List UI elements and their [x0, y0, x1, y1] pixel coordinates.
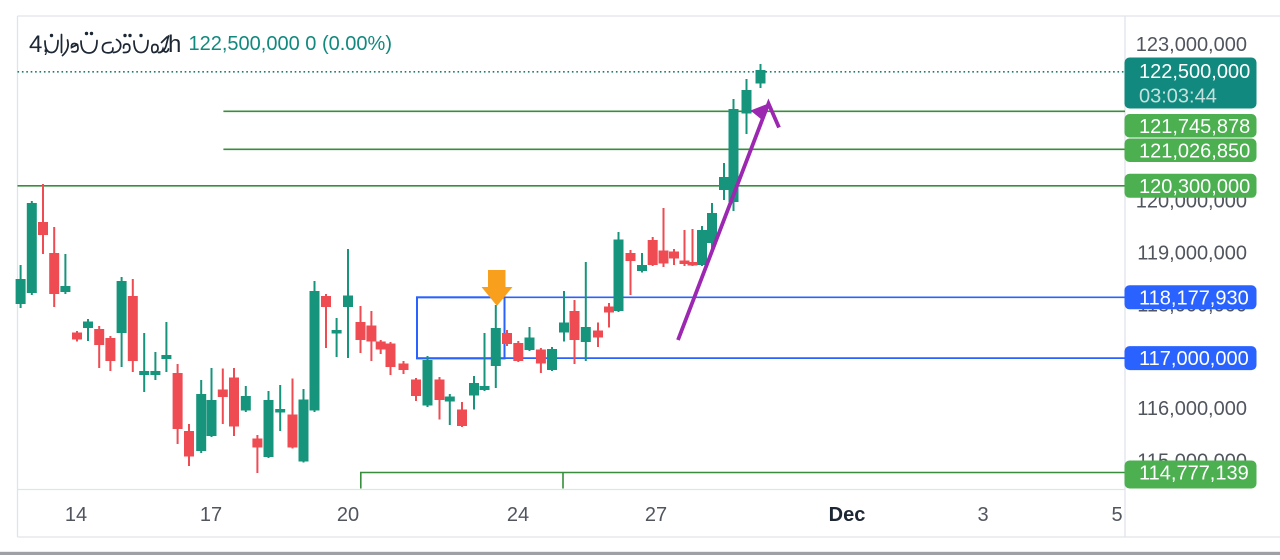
- svg-text:116,000,000: 116,000,000: [1137, 398, 1247, 420]
- svg-text:118,177,930: 118,177,930: [1139, 287, 1249, 309]
- svg-text:117,000,000: 117,000,000: [1139, 348, 1249, 370]
- svg-text:119,000,000: 119,000,000: [1137, 242, 1247, 264]
- svg-text:122,500,000 0 (0.00%): 122,500,000 0 (0.00%): [189, 33, 393, 55]
- svg-text:h: h: [168, 31, 181, 58]
- svg-text:24: 24: [507, 504, 529, 526]
- svg-text:123,000,000: 123,000,000: [1136, 34, 1247, 56]
- svg-text:14: 14: [65, 504, 87, 526]
- svg-text:121,745,878: 121,745,878: [1139, 116, 1250, 138]
- svg-text:17: 17: [200, 504, 222, 526]
- svg-text:27: 27: [645, 504, 667, 526]
- svg-text:4,: 4,: [29, 31, 49, 58]
- svg-text:122,500,000: 122,500,000: [1139, 61, 1250, 83]
- svg-text:121,026,850: 121,026,850: [1139, 140, 1250, 162]
- svg-text:Dec: Dec: [829, 504, 866, 526]
- svg-text:03:03:44: 03:03:44: [1139, 86, 1217, 108]
- svg-text:114,777,139: 114,777,139: [1139, 462, 1249, 484]
- svg-text:3: 3: [977, 504, 988, 526]
- svg-text:5: 5: [1111, 504, 1122, 526]
- svg-text:20: 20: [337, 504, 359, 526]
- svg-text:120,300,000: 120,300,000: [1139, 176, 1250, 198]
